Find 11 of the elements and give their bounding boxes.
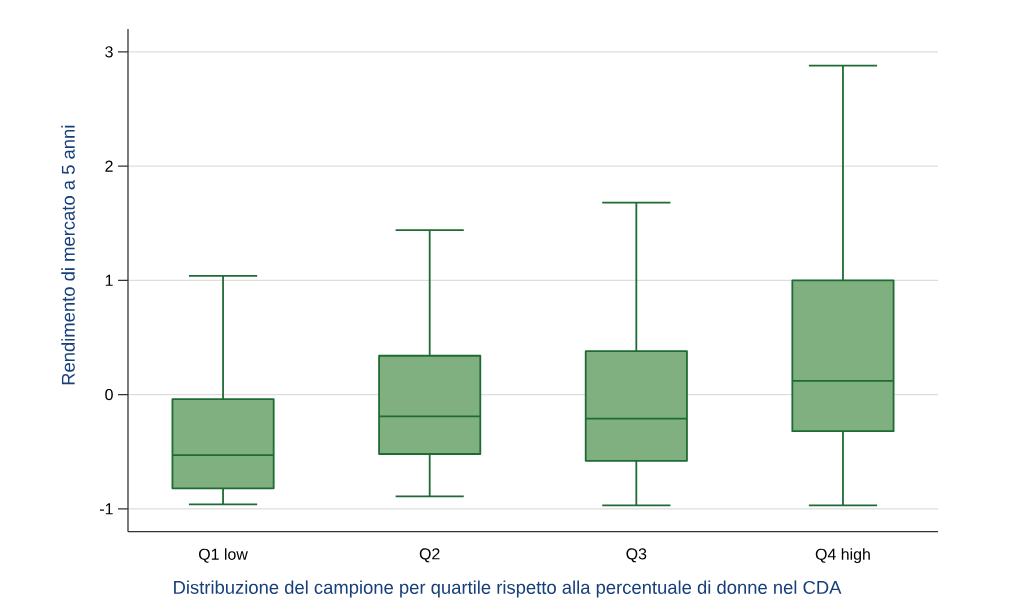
x-tick-label: Q2 [419, 548, 440, 563]
y-tick-label: -1 [100, 503, 113, 515]
y-tick-label: 3 [105, 46, 113, 58]
x-tick-label: Q1 low [199, 548, 248, 563]
y-tick-label: 1 [105, 274, 113, 286]
y-axis-title: Rendimento di mercato a 5 anni [61, 125, 75, 385]
y-tick-label: 0 [105, 388, 113, 401]
x-tick-label: Q3 [626, 548, 647, 563]
x-tick-label: Q4 high [815, 548, 870, 564]
y-tick-label: 2 [105, 160, 113, 172]
x-axis-title: Distribuzione del campione per quartile rispetto alla percentuale di donne nel CDA [174, 580, 842, 598]
